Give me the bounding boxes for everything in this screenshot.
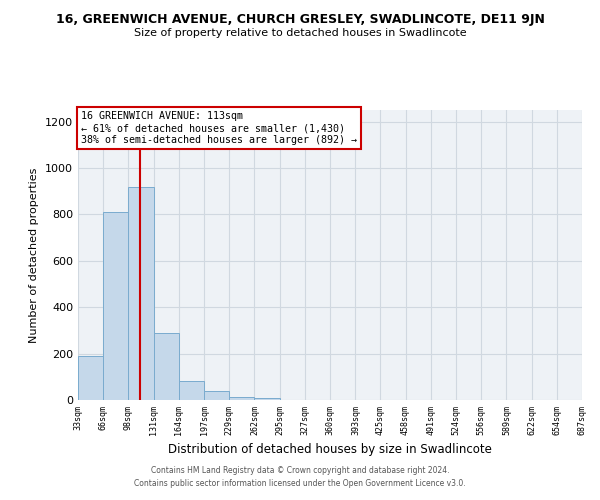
Bar [229, 396, 254, 400]
Bar [179, 382, 205, 400]
Bar [154, 332, 179, 400]
Text: Size of property relative to detached houses in Swadlincote: Size of property relative to detached ho… [134, 28, 466, 38]
Y-axis label: Number of detached properties: Number of detached properties [29, 168, 40, 342]
Text: Contains HM Land Registry data © Crown copyright and database right 2024.
Contai: Contains HM Land Registry data © Crown c… [134, 466, 466, 487]
Text: 16 GREENWICH AVENUE: 113sqm
← 61% of detached houses are smaller (1,430)
38% of : 16 GREENWICH AVENUE: 113sqm ← 61% of det… [80, 112, 356, 144]
Text: 16, GREENWICH AVENUE, CHURCH GRESLEY, SWADLINCOTE, DE11 9JN: 16, GREENWICH AVENUE, CHURCH GRESLEY, SW… [56, 12, 544, 26]
Bar [205, 390, 229, 400]
Bar [78, 356, 103, 400]
Bar [103, 212, 128, 400]
Bar [128, 186, 154, 400]
X-axis label: Distribution of detached houses by size in Swadlincote: Distribution of detached houses by size … [168, 443, 492, 456]
Bar [254, 398, 280, 400]
